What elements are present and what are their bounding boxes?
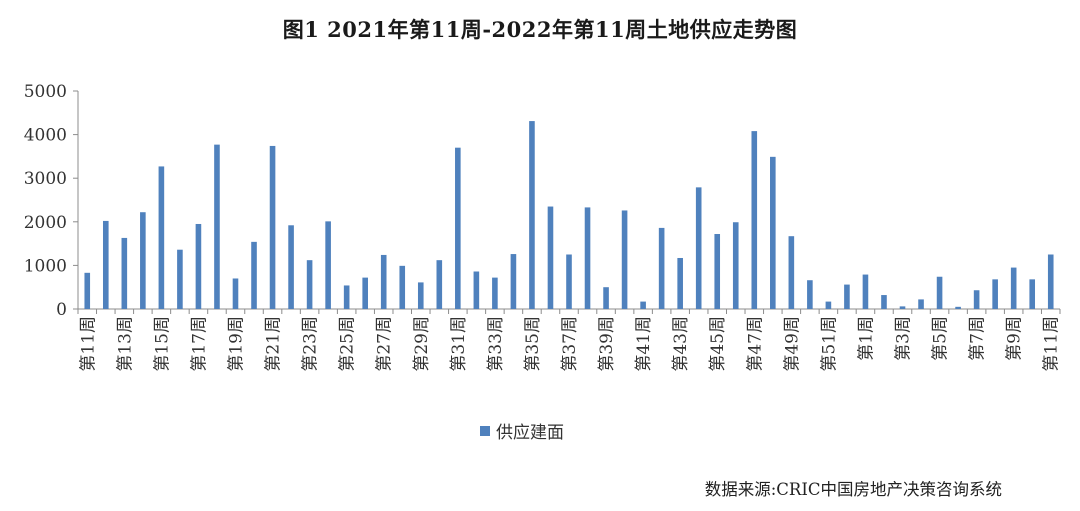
bar-第26周 [362, 277, 368, 309]
x-tick-label: 第31周 [449, 316, 469, 372]
bar-第21周 [269, 145, 276, 309]
x-tick-label: 第29周 [412, 316, 432, 372]
x-tick-label: 第43周 [671, 316, 691, 372]
bar-第18周 [214, 144, 220, 309]
data-source-note: 数据来源:CRIC中国房地产决策咨询系统 [704, 480, 1002, 499]
bar-第48周 [770, 156, 776, 309]
y-tick-label: 0 [56, 300, 67, 320]
bar-第17周 [195, 223, 202, 309]
x-tick-label: 第25周 [338, 316, 358, 372]
bar-第31周 [455, 147, 461, 309]
x-tick-label: 第11周 [78, 316, 98, 372]
x-tick-label: 第35周 [523, 316, 543, 372]
bar-第28周 [399, 265, 406, 309]
bar-第46周 [732, 222, 739, 309]
bar-第30周 [436, 260, 443, 309]
x-tick-label: 第21周 [264, 316, 284, 372]
x-tick-label: 第3周 [894, 316, 914, 361]
bar-第35周 [529, 121, 535, 309]
bar-第33周 [492, 277, 498, 309]
legend-swatch [480, 426, 490, 436]
bar-第50周 [807, 280, 813, 309]
y-tick-label: 5000 [24, 82, 67, 102]
x-tick-label: 第1周 [856, 316, 876, 361]
bar-第37周 [566, 254, 572, 309]
x-tick-label: 第17周 [189, 316, 209, 372]
bar-第23周 [306, 260, 313, 309]
y-tick-label: 4000 [24, 126, 67, 146]
x-tick-label: 第11周 [1042, 316, 1062, 372]
bar-第11周 [1047, 254, 1054, 309]
bar-第6周 [955, 306, 961, 309]
x-tick-label: 第33周 [486, 316, 506, 372]
bar-第44周 [695, 187, 702, 309]
bar-第15周 [158, 166, 165, 309]
bar-第12周 [102, 220, 109, 309]
bar-第36周 [547, 206, 554, 309]
x-tick-label: 第37周 [560, 316, 580, 372]
bar-第20周 [251, 241, 257, 309]
x-tick-label: 第13周 [115, 316, 135, 372]
bar-第11周 [84, 272, 91, 309]
bar-第14周 [140, 212, 146, 309]
y-tick-label: 3000 [24, 169, 67, 189]
legend-label: 供应建面 [496, 423, 564, 443]
bar-第16周 [177, 249, 183, 309]
x-tick-label: 第51周 [819, 316, 839, 372]
bar-第42周 [658, 227, 665, 309]
bar-第3周 [899, 306, 906, 309]
bar-第52周 [844, 284, 850, 309]
bar-第4周 [918, 299, 924, 309]
bar-第47周 [751, 131, 758, 309]
x-tick-label: 第39周 [597, 316, 617, 372]
x-tick-label: 第7周 [968, 316, 988, 361]
x-tick-label: 第23周 [301, 316, 321, 372]
bar-第49周 [788, 236, 795, 309]
x-tick-label: 第45周 [708, 316, 728, 372]
x-tick-label: 第15周 [152, 316, 172, 372]
x-tick-label: 第41周 [634, 316, 654, 372]
bar-第13周 [121, 237, 128, 309]
bar-第8周 [992, 279, 998, 309]
bar-第32周 [473, 271, 480, 309]
bar-第24周 [325, 221, 331, 309]
bar-第5周 [936, 276, 943, 309]
x-tick-label: 第9周 [1005, 316, 1025, 361]
bar-第40周 [621, 210, 628, 309]
bar-第2周 [881, 295, 887, 309]
bar-第27周 [380, 254, 387, 309]
x-tick-label: 第27周 [375, 316, 395, 372]
bar-第43周 [677, 257, 683, 309]
bar-第19周 [232, 278, 239, 309]
y-tick-label: 2000 [24, 213, 67, 233]
bar-第38周 [584, 207, 591, 309]
bar-第39周 [603, 287, 609, 309]
bar-第7周 [973, 290, 980, 309]
x-tick-label: 第5周 [931, 316, 951, 361]
bar-第10周 [1029, 279, 1036, 309]
bar-第22周 [288, 225, 294, 309]
bar-第51周 [825, 301, 832, 309]
x-tick-label: 第19周 [226, 316, 246, 372]
x-tick-label: 第49周 [782, 316, 802, 372]
bar-第45周 [714, 234, 721, 309]
y-tick-label: 1000 [24, 256, 67, 276]
bar-第41周 [640, 301, 646, 309]
bar-第29周 [417, 282, 424, 309]
chart-title: 图1 2021年第11周-2022年第11周土地供应走势图 [282, 17, 798, 42]
bar-第25周 [343, 285, 350, 309]
bar-第9周 [1010, 267, 1017, 309]
x-tick-label: 第47周 [745, 316, 765, 372]
bar-第1周 [862, 274, 869, 309]
bar-第34周 [510, 254, 517, 309]
